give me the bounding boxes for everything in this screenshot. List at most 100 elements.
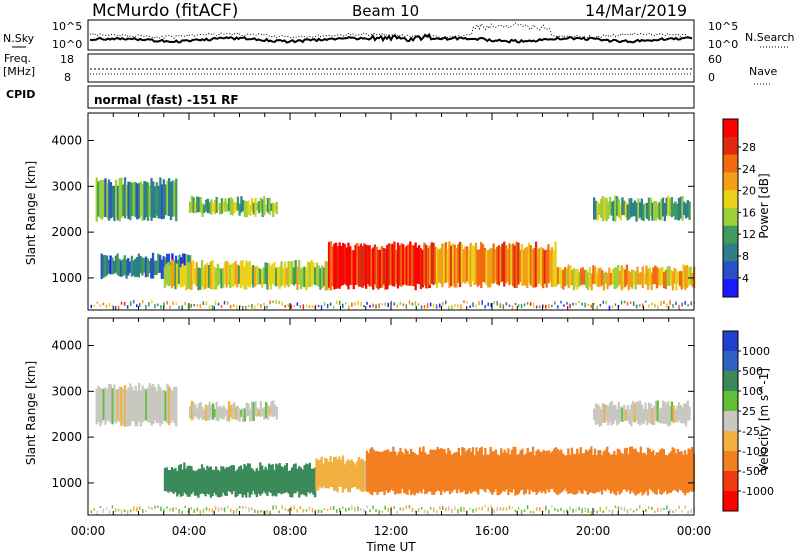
range-cell — [225, 260, 228, 288]
scatter-band-4 — [189, 400, 278, 422]
range-cell — [296, 266, 299, 290]
speckle-cell — [463, 507, 465, 512]
range-cell — [607, 405, 610, 426]
range-cell — [185, 468, 188, 495]
noise-right-tick-bottom: 10^0 — [708, 38, 738, 51]
range-cell — [438, 449, 441, 492]
range-cell — [477, 451, 480, 495]
scatter-band-6 — [189, 195, 278, 218]
speckle-cell — [196, 304, 199, 307]
range-cell — [334, 456, 337, 491]
range-cell — [678, 270, 682, 287]
range-cell — [682, 454, 685, 493]
colorbar-swatch — [723, 351, 738, 372]
range-cell — [104, 255, 107, 277]
range-cell — [109, 384, 112, 424]
range-cell — [273, 469, 276, 496]
speckle-cell — [132, 300, 135, 304]
range-cell — [194, 201, 197, 214]
speckle-cell — [93, 507, 96, 511]
station-title: McMurdo (fitACF) — [92, 1, 238, 21]
y-tick-label: 2000 — [51, 430, 82, 444]
speckle-cell — [272, 300, 274, 303]
range-cell — [577, 453, 581, 491]
speckle-cell — [305, 509, 308, 512]
colorbar-swatch — [723, 411, 738, 432]
range-cell — [356, 243, 359, 285]
range-cell — [115, 389, 118, 424]
range-cell — [478, 249, 481, 286]
range-cell — [318, 459, 322, 488]
speckle-cell — [108, 510, 111, 515]
speckle-cell — [551, 304, 553, 307]
range-cell — [526, 447, 529, 490]
range-cell — [352, 461, 355, 488]
range-cell — [336, 459, 339, 493]
speckle-cell — [360, 302, 362, 307]
speckle-cell — [148, 506, 150, 510]
speckle-cell — [363, 305, 365, 308]
range-cell — [604, 449, 607, 492]
range-cell — [645, 265, 648, 285]
speckle-cell — [199, 509, 202, 515]
range-cell — [120, 386, 123, 427]
range-cell — [634, 271, 637, 290]
range-cell — [291, 260, 294, 285]
speckle-cell — [220, 304, 223, 308]
speckle-cell — [296, 508, 299, 513]
range-cell — [225, 467, 228, 496]
range-cell — [145, 389, 148, 421]
range-cell — [278, 463, 281, 494]
range-cell — [327, 242, 331, 288]
range-cell — [165, 467, 168, 492]
colorbar-swatch — [723, 225, 738, 245]
range-cell — [558, 267, 561, 285]
range-cell — [643, 273, 646, 284]
range-cell — [649, 403, 652, 424]
speckle-cell — [269, 300, 271, 305]
range-cell — [576, 448, 579, 494]
range-cell — [310, 259, 313, 287]
range-cell — [494, 449, 498, 490]
range-cell — [636, 266, 639, 285]
range-cell — [129, 383, 132, 426]
speckle-cell — [508, 505, 511, 510]
speckle-cell — [566, 302, 568, 305]
speckle-cell — [587, 303, 589, 307]
range-cell — [556, 448, 559, 496]
range-cell — [387, 449, 390, 493]
range-cell — [175, 178, 178, 222]
speckle-cell — [602, 300, 605, 304]
range-cell — [425, 454, 429, 494]
range-cell — [560, 269, 563, 288]
speckle-cell — [675, 301, 677, 305]
speckle-cell — [596, 305, 598, 311]
speckle-cell — [439, 506, 441, 510]
speckle-cell — [466, 300, 468, 304]
speckle-cell — [184, 301, 186, 306]
range-cell — [174, 467, 177, 493]
range-cell — [389, 244, 392, 285]
speckle-cell — [614, 505, 617, 508]
range-cell — [143, 181, 146, 220]
range-cell — [448, 450, 452, 495]
range-cell — [653, 405, 656, 425]
speckle-cell — [214, 300, 217, 306]
scatter-band-3 — [95, 382, 178, 427]
range-cell — [203, 409, 206, 420]
range-cell — [155, 182, 158, 216]
speckle-cell — [657, 305, 659, 310]
range-cell — [216, 263, 220, 287]
range-cell — [359, 459, 362, 491]
range-cell — [607, 201, 610, 219]
range-cell — [232, 263, 235, 286]
speckle-cell — [263, 303, 265, 306]
speckle-cell — [345, 302, 347, 305]
range-cell — [500, 448, 503, 494]
speckle-cell — [320, 305, 323, 310]
range-cell — [574, 454, 577, 495]
range-cell — [655, 452, 658, 495]
range-cell — [656, 203, 659, 218]
range-cell — [653, 455, 657, 495]
range-cell — [602, 451, 605, 490]
